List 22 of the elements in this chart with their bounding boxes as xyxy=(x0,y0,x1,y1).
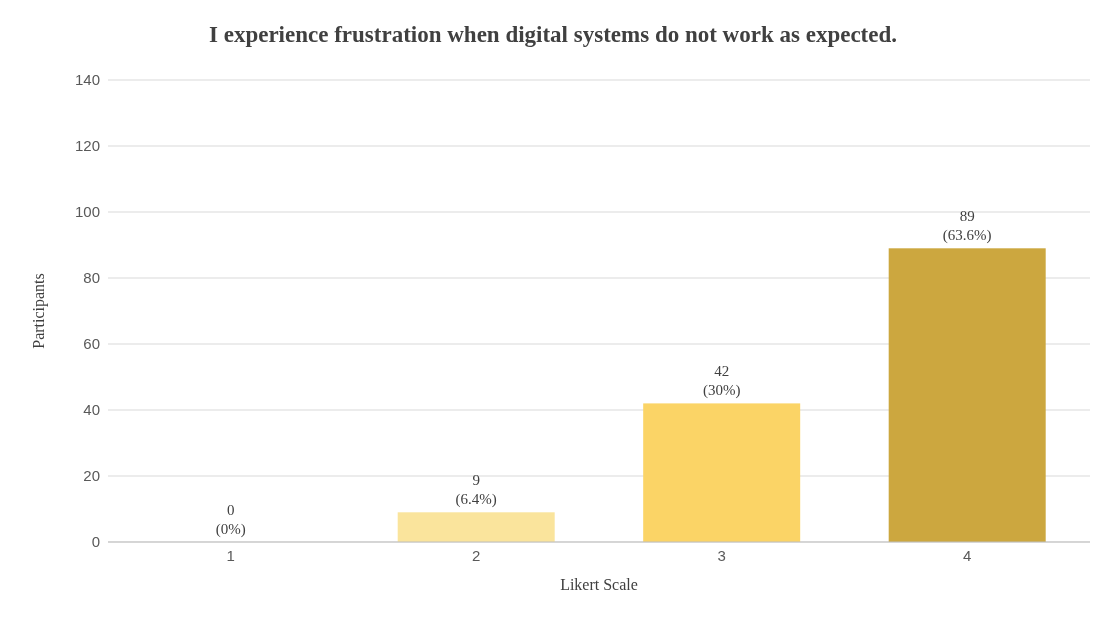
bar xyxy=(888,248,1046,542)
data-label: 42 (30%) xyxy=(702,363,741,400)
data-label: 9 (6.4%) xyxy=(455,472,497,509)
x-tick-label: 1 xyxy=(226,546,235,564)
y-tick-label: 60 xyxy=(83,335,100,353)
x-axis-title: Likert Scale xyxy=(560,576,638,593)
x-tick-label: 2 xyxy=(472,546,481,564)
bar xyxy=(397,512,555,542)
y-tick-label: 0 xyxy=(91,533,100,551)
bar xyxy=(643,403,801,542)
y-tick-label: 100 xyxy=(74,203,100,221)
y-tick-label: 40 xyxy=(83,401,100,419)
y-axis-title: Participants xyxy=(29,273,48,349)
data-label: 89 (63.6%) xyxy=(942,208,992,245)
x-tick-label: 3 xyxy=(717,546,726,564)
y-tick-label: 20 xyxy=(83,467,100,485)
y-tick-label: 140 xyxy=(74,71,100,89)
y-tick-label: 120 xyxy=(74,137,100,155)
x-tick-label: 4 xyxy=(963,546,972,564)
data-label: 0 (0%) xyxy=(215,502,246,538)
chart-title: I experience frustration when digital systems do not work as expected. xyxy=(208,22,898,48)
y-tick-label: 80 xyxy=(83,269,100,287)
